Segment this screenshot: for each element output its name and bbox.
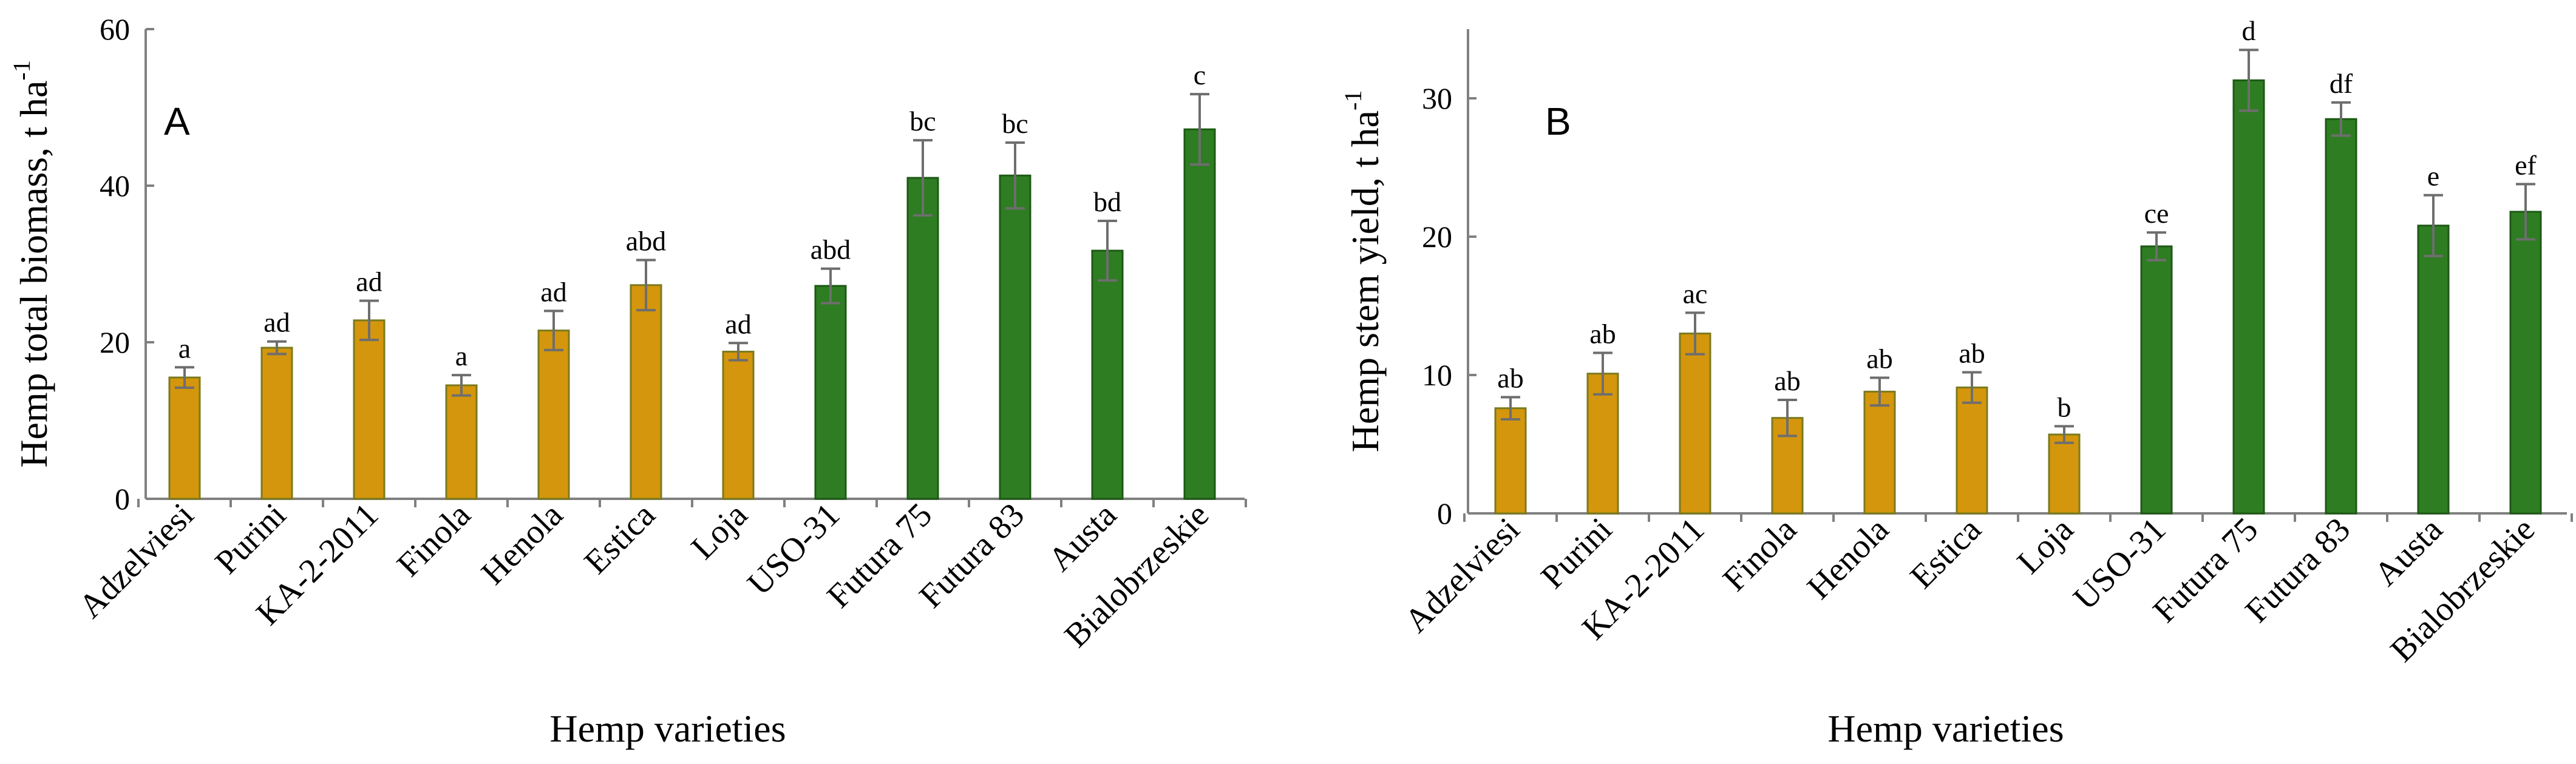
y-tick-label: 0 (1437, 496, 1452, 530)
bar (1494, 407, 1527, 515)
y-axis-title: Hemp total biomass, t ha-1 (8, 60, 55, 467)
bar (722, 350, 755, 500)
significance-label: ab (1959, 337, 1985, 368)
significance-label: ab (1497, 362, 1523, 393)
x-tick-label: Estica (1903, 510, 1989, 596)
bar (537, 330, 570, 500)
significance-label: a (455, 340, 467, 371)
bar (353, 319, 386, 500)
significance-label: abd (626, 226, 666, 257)
x-tick-label: Austa (1041, 496, 1124, 578)
x-tick-label: Adzelviesi (1398, 510, 1527, 640)
bar (1091, 249, 1124, 500)
x-tick-label: Purini (1534, 510, 1620, 596)
x-tick-label: Loja (684, 496, 755, 567)
bar (260, 347, 293, 500)
panel-label: A (164, 100, 190, 143)
significance-label: ad (263, 307, 290, 338)
y-tick-label: 40 (100, 169, 130, 203)
x-tick-label: Purini (208, 496, 294, 581)
significance-label: ab (1589, 319, 1616, 350)
significance-label: c (1194, 59, 1206, 90)
significance-label: ac (1683, 278, 1708, 309)
y-tick-label: 30 (1422, 81, 1452, 115)
significance-label: b (2058, 391, 2071, 422)
significance-label: ad (725, 308, 751, 339)
y-tick-label: 20 (100, 325, 130, 359)
significance-label: abd (811, 234, 851, 265)
significance-label: ad (356, 266, 382, 297)
significance-label: a (178, 333, 191, 363)
bar (2325, 118, 2357, 515)
bar (2140, 245, 2173, 515)
x-tick-label: Finola (390, 496, 478, 584)
panel-label: B (1545, 100, 1571, 143)
y-tick-label: 10 (1422, 358, 1452, 392)
significance-label: df (2330, 68, 2353, 99)
x-tick-label: Henola (1800, 510, 1896, 606)
y-tick-label: 20 (1422, 220, 1452, 254)
y-tick-label: 0 (115, 482, 130, 516)
y-axis-title-superscript: -1 (1339, 90, 1367, 110)
significance-label: ab (1866, 343, 1892, 374)
bar (445, 384, 478, 500)
y-axis-title-superscript: -1 (8, 60, 35, 80)
significance-label: e (2427, 161, 2439, 192)
bar (1956, 387, 1988, 515)
bar (1183, 128, 1216, 500)
bar (1863, 390, 1896, 515)
bar (2232, 79, 2265, 515)
bar (630, 284, 662, 500)
significance-label: d (2242, 15, 2256, 46)
significance-label: bc (1002, 108, 1028, 139)
y-axis-title-text: Hemp total biomass, t ha (12, 81, 55, 468)
x-tick-label: Henola (474, 496, 570, 592)
x-axis-title: Hemp varieties (1827, 707, 2064, 750)
bar (1679, 333, 1711, 515)
bar (1586, 373, 1619, 515)
y-axis-title: Hemp stem yield, t ha-1 (1339, 90, 1387, 453)
bar (168, 376, 201, 500)
panel-b: 0102030abAdzelviesiabPuriniacKA-2-2011ab… (1339, 15, 2573, 750)
bar (999, 174, 1031, 500)
significance-label: ce (2144, 198, 2169, 229)
x-tick-label: Finola (1716, 510, 1804, 598)
y-axis-title-text: Hemp stem yield, t ha (1344, 110, 1387, 452)
significance-label: ad (540, 276, 566, 307)
bar (2509, 211, 2542, 515)
bar (906, 177, 939, 500)
panel-a: 0204060aAdzelviesiadPuriniadKA-2-2011aFi… (8, 12, 1247, 750)
significance-label: ab (1774, 365, 1800, 396)
significance-label: ef (2515, 149, 2537, 180)
x-axis-title: Hemp varieties (549, 707, 786, 750)
x-tick-label: Estica (577, 496, 663, 581)
x-tick-label: Adzelviesi (72, 496, 201, 625)
significance-label: bc (909, 106, 936, 137)
bar (2417, 225, 2450, 515)
x-tick-label: Loja (2010, 510, 2081, 581)
bar (2048, 433, 2081, 515)
y-tick-label: 60 (100, 12, 130, 46)
bar (814, 285, 847, 500)
x-tick-label: Austa (2367, 510, 2450, 593)
significance-label: bd (1093, 186, 1121, 217)
